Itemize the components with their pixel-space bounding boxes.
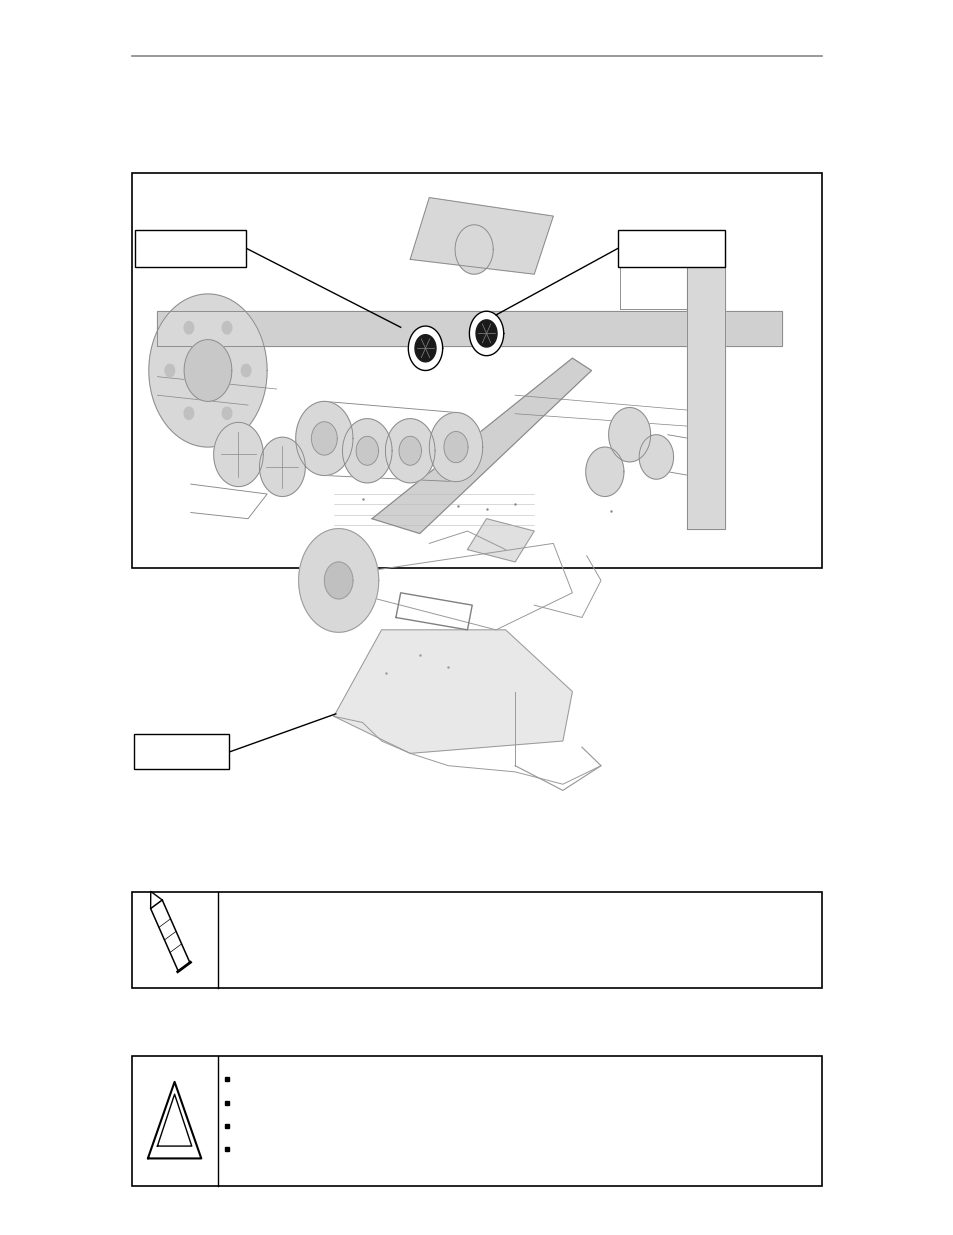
Polygon shape bbox=[298, 529, 378, 632]
Polygon shape bbox=[372, 358, 591, 534]
Polygon shape bbox=[585, 447, 623, 496]
Bar bbox=[135, 230, 246, 267]
Polygon shape bbox=[385, 419, 435, 483]
Bar bbox=[132, 1056, 821, 1186]
Polygon shape bbox=[410, 198, 553, 274]
Polygon shape bbox=[639, 435, 673, 479]
Polygon shape bbox=[429, 412, 482, 482]
Polygon shape bbox=[184, 321, 193, 333]
Polygon shape bbox=[467, 519, 534, 562]
Polygon shape bbox=[165, 364, 174, 377]
Polygon shape bbox=[686, 235, 724, 529]
Polygon shape bbox=[334, 630, 572, 753]
Polygon shape bbox=[342, 419, 392, 483]
Polygon shape bbox=[398, 436, 421, 466]
Polygon shape bbox=[312, 422, 337, 454]
Bar bbox=[132, 173, 821, 568]
Polygon shape bbox=[455, 225, 493, 274]
Polygon shape bbox=[149, 294, 267, 447]
Polygon shape bbox=[157, 311, 781, 346]
Bar bbox=[618, 230, 724, 267]
Polygon shape bbox=[355, 436, 378, 466]
Polygon shape bbox=[213, 422, 263, 487]
Polygon shape bbox=[415, 335, 436, 362]
Polygon shape bbox=[476, 320, 497, 347]
Polygon shape bbox=[295, 401, 353, 475]
Polygon shape bbox=[151, 900, 190, 971]
Polygon shape bbox=[222, 408, 232, 420]
Polygon shape bbox=[443, 431, 468, 463]
Polygon shape bbox=[184, 340, 232, 401]
Polygon shape bbox=[324, 562, 353, 599]
Polygon shape bbox=[259, 437, 305, 496]
Bar bbox=[132, 892, 821, 988]
Polygon shape bbox=[157, 1094, 192, 1146]
Bar bbox=[133, 734, 229, 769]
Polygon shape bbox=[608, 408, 650, 462]
Polygon shape bbox=[469, 311, 503, 356]
Polygon shape bbox=[408, 326, 442, 370]
Polygon shape bbox=[184, 408, 193, 420]
Polygon shape bbox=[241, 364, 251, 377]
Polygon shape bbox=[222, 321, 232, 333]
